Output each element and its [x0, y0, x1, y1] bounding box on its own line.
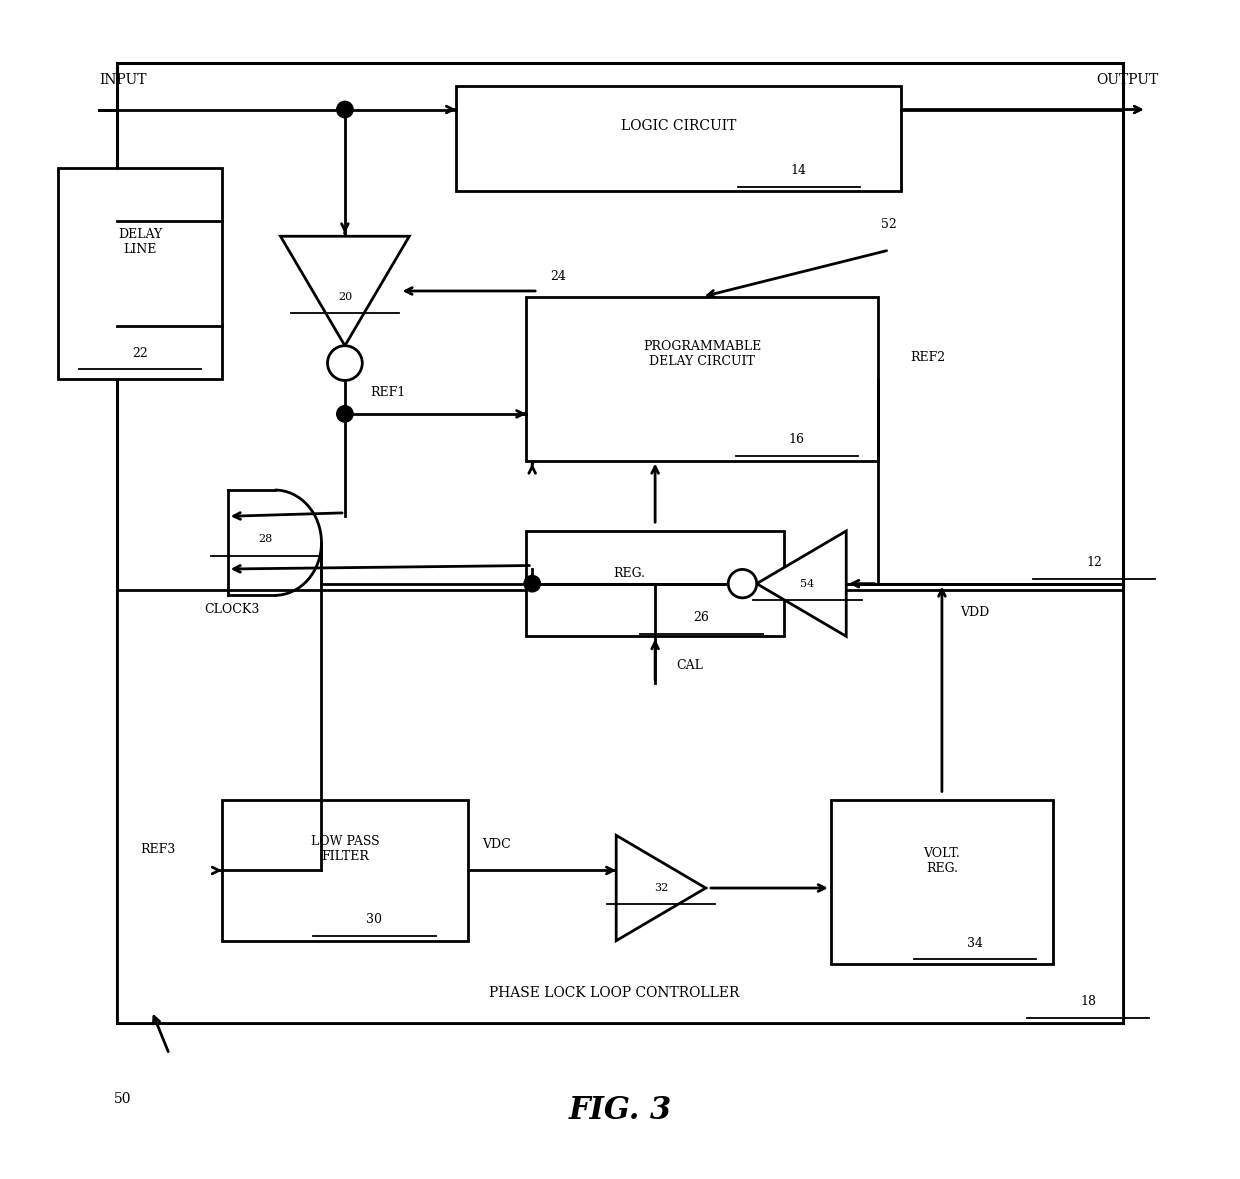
Text: OUTPUT: OUTPUT [1096, 73, 1158, 87]
Text: 12: 12 [1086, 556, 1102, 569]
Text: REG.: REG. [614, 567, 645, 580]
Bar [831, 801, 1053, 964]
Text: REF3: REF3 [140, 843, 175, 856]
Text: 18: 18 [1080, 995, 1096, 1008]
Bar [117, 62, 1123, 1022]
Text: 34: 34 [967, 936, 983, 949]
Polygon shape [756, 531, 846, 637]
Text: REF2: REF2 [910, 351, 945, 364]
Circle shape [728, 569, 756, 598]
Bar [526, 297, 878, 461]
Circle shape [337, 101, 353, 118]
Bar [456, 86, 901, 191]
Text: CAL: CAL [676, 659, 703, 672]
Text: VDD: VDD [960, 606, 990, 619]
Text: VOLT.
REG.: VOLT. REG. [924, 847, 960, 875]
Polygon shape [280, 236, 409, 345]
Text: DELAY
LINE: DELAY LINE [118, 228, 162, 256]
Text: REF1: REF1 [371, 387, 405, 400]
Text: 26: 26 [693, 611, 709, 624]
Text: PROGRAMMABLE
DELAY CIRCUIT: PROGRAMMABLE DELAY CIRCUIT [642, 341, 761, 368]
Circle shape [337, 406, 353, 422]
Text: VDC: VDC [482, 838, 511, 851]
Text: 30: 30 [366, 913, 382, 927]
Text: 50: 50 [114, 1092, 131, 1106]
Text: 20: 20 [337, 292, 352, 302]
Text: 24: 24 [549, 270, 565, 283]
Bar [58, 169, 222, 378]
Circle shape [327, 345, 362, 381]
Polygon shape [616, 836, 706, 941]
Text: 22: 22 [133, 347, 148, 360]
Text: LOGIC CIRCUIT: LOGIC CIRCUIT [621, 119, 737, 133]
Text: 14: 14 [791, 164, 807, 177]
Text: 16: 16 [789, 433, 805, 446]
Bar [117, 590, 1123, 1022]
Text: CLOCK3: CLOCK3 [205, 602, 260, 615]
Circle shape [525, 575, 541, 592]
Text: LOW PASS
FILTER: LOW PASS FILTER [310, 836, 379, 863]
Text: PHASE LOCK LOOP CONTROLLER: PHASE LOCK LOOP CONTROLLER [489, 987, 739, 1000]
Text: FIG. 3: FIG. 3 [568, 1095, 672, 1126]
Text: INPUT: INPUT [99, 73, 146, 87]
Text: 54: 54 [800, 579, 815, 588]
Text: 52: 52 [882, 218, 897, 231]
Bar [526, 531, 784, 637]
Text: 28: 28 [258, 534, 273, 545]
Bar [222, 801, 467, 941]
Text: 32: 32 [653, 883, 668, 893]
